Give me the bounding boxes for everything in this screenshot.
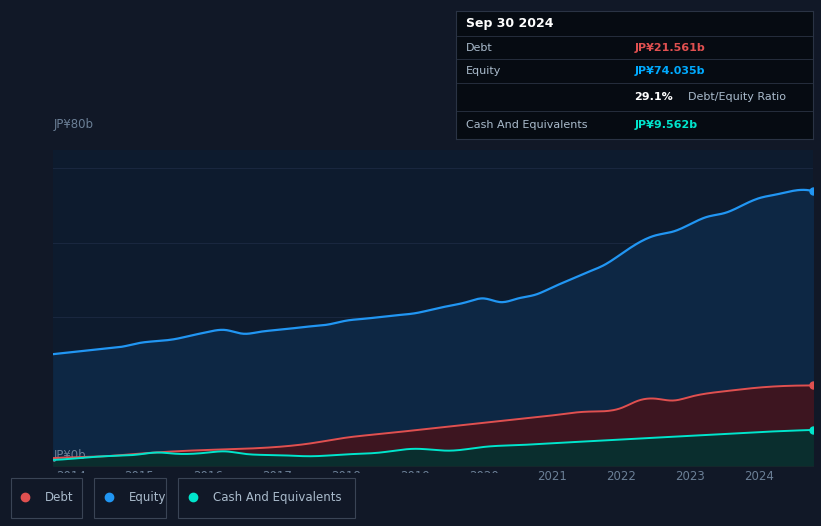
Text: JP¥80b: JP¥80b	[53, 118, 94, 131]
Text: Equity: Equity	[129, 491, 167, 504]
Text: JP¥0b: JP¥0b	[53, 449, 86, 462]
Text: Equity: Equity	[466, 66, 502, 76]
Text: Debt: Debt	[45, 491, 74, 504]
Text: Debt: Debt	[466, 43, 493, 53]
Text: JP¥9.562b: JP¥9.562b	[635, 120, 697, 130]
Text: Sep 30 2024: Sep 30 2024	[466, 17, 554, 30]
Text: JP¥21.561b: JP¥21.561b	[635, 43, 705, 53]
Text: Cash And Equivalents: Cash And Equivalents	[466, 120, 588, 130]
Text: Debt/Equity Ratio: Debt/Equity Ratio	[688, 92, 786, 102]
Text: 29.1%: 29.1%	[635, 92, 673, 102]
Text: Cash And Equivalents: Cash And Equivalents	[213, 491, 342, 504]
Text: JP¥74.035b: JP¥74.035b	[635, 66, 704, 76]
